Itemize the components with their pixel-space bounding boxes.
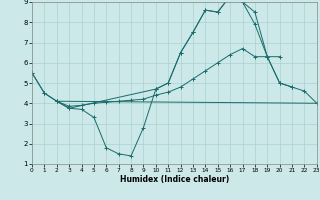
X-axis label: Humidex (Indice chaleur): Humidex (Indice chaleur) (120, 175, 229, 184)
